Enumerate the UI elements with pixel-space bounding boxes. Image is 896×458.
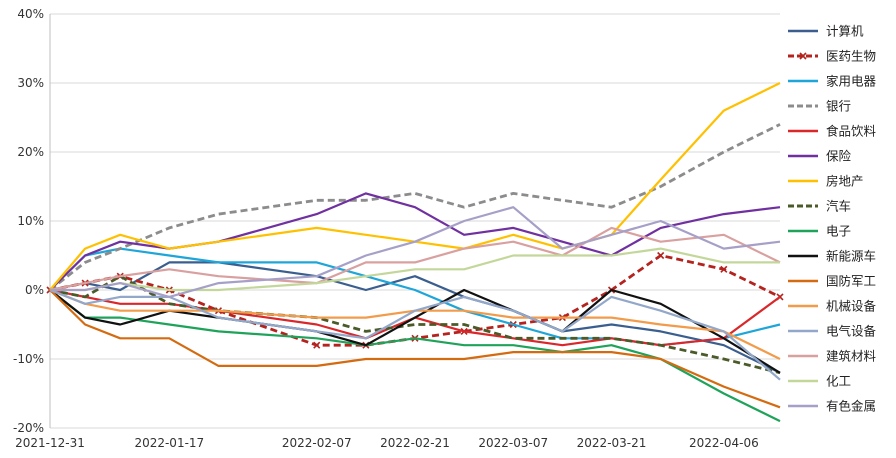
- x-tick-label: 2022-03-07: [478, 436, 548, 450]
- series-化工: [49, 247, 781, 292]
- legend: 计算机医药生物家用电器银行食品饮料保险房地产汽车电子新能源车国防军工机械设备电气…: [788, 24, 877, 414]
- legend-item: 计算机: [788, 24, 864, 39]
- legend-item: 机械设备: [788, 299, 877, 314]
- legend-label: 建筑材料: [826, 349, 877, 364]
- y-tick-label: 0%: [25, 283, 44, 297]
- legend-item: 银行: [788, 99, 851, 114]
- legend-item: 家用电器: [788, 74, 877, 89]
- y-tick-label: 30%: [17, 76, 44, 90]
- legend-label: 汽车: [826, 199, 851, 214]
- legend-label: 化工: [826, 374, 851, 389]
- legend-label: 有色金属: [826, 399, 876, 414]
- x-tick-label: 2022-02-21: [380, 436, 450, 450]
- legend-label: 保险: [826, 149, 852, 164]
- legend-label: 新能源车: [826, 249, 876, 264]
- x-axis-tick-labels: 2021-12-31 2022-01-17 2022-02-07 2022-02-21…: [15, 436, 759, 450]
- series-line: [49, 123, 781, 292]
- series-有色金属: [49, 206, 781, 298]
- legend-item: 保险: [788, 149, 852, 164]
- legend-label: 银行: [826, 99, 851, 114]
- grid-lines: [49, 13, 780, 429]
- y-tick-label: -20%: [13, 421, 44, 435]
- legend-item: 食品饮料: [788, 124, 877, 139]
- legend-item: 医药生物: [788, 49, 876, 64]
- legend-item: 新能源车: [788, 249, 876, 264]
- legend-item: 汽车: [788, 199, 851, 214]
- series-国防军工: [49, 289, 781, 409]
- y-axis-tick-labels: -20% -10% 0% 10% 20% 30% 40%: [13, 7, 44, 435]
- legend-item: 建筑材料: [788, 349, 877, 364]
- legend-item: 国防军工: [788, 274, 876, 289]
- legend-label: 家用电器: [826, 74, 877, 89]
- x-tick-label: 2022-02-07: [282, 436, 352, 450]
- data-point: [720, 265, 728, 273]
- legend-label: 房地产: [826, 174, 864, 189]
- y-tick-label: -10%: [13, 352, 44, 366]
- series-电气设备: [49, 288, 781, 381]
- x-tick-label: 2022-01-17: [134, 436, 204, 450]
- data-point: [313, 341, 321, 349]
- legend-label: 计算机: [826, 24, 864, 39]
- data-point: [657, 251, 665, 260]
- legend-marker: [799, 52, 807, 60]
- legend-item: 有色金属: [788, 399, 876, 414]
- legend-label: 电子: [826, 224, 851, 239]
- x-tick-label: 2021-12-31: [15, 436, 85, 450]
- series-line: [49, 288, 781, 374]
- legend-item: 电气设备: [788, 324, 877, 339]
- legend-item: 电子: [788, 224, 851, 239]
- x-tick-label: 2022-04-06: [689, 436, 759, 450]
- y-tick-label: 10%: [17, 214, 44, 228]
- legend-label: 电气设备: [826, 324, 877, 339]
- legend-label: 食品饮料: [826, 124, 877, 139]
- legend-label: 机械设备: [826, 299, 877, 314]
- series-lines: [46, 82, 784, 423]
- legend-label: 医药生物: [826, 49, 876, 64]
- legend-item: 化工: [788, 374, 851, 389]
- y-tick-label: 20%: [17, 145, 44, 159]
- x-tick-label: 2022-03-21: [577, 436, 647, 450]
- legend-item: 房地产: [788, 174, 864, 189]
- legend-label: 国防军工: [826, 274, 876, 289]
- series-新能源车: [49, 288, 781, 374]
- y-tick-label: 40%: [17, 7, 44, 21]
